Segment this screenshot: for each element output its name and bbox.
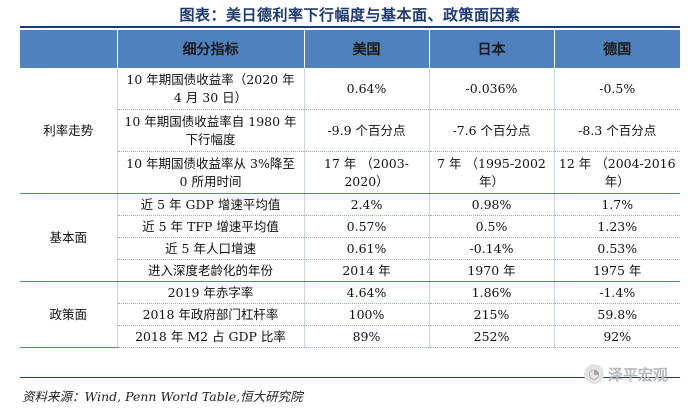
us-value: 2014 年 bbox=[304, 259, 430, 282]
table-row: 10 年期国债收益率自 1980 年下行幅度 -9.9 个百分点 -7.6 个百… bbox=[20, 109, 680, 152]
metric-cell: 10 年期国债收益率自 1980 年下行幅度 bbox=[117, 109, 305, 152]
header-metric: 细分指标 bbox=[117, 30, 305, 68]
source-note: 资料来源：Wind, Penn World Table,恒大研究院 bbox=[22, 389, 303, 404]
japan-value: -0.036% bbox=[429, 68, 555, 110]
section-rates: 利率走势 bbox=[20, 68, 118, 194]
germany-value: 12 年 （2004-2016 年） bbox=[554, 151, 680, 194]
header-us: 美国 bbox=[304, 30, 430, 68]
germany-value: -1.4% bbox=[554, 281, 680, 304]
header-germany: 德国 bbox=[554, 30, 680, 68]
us-value: 100% bbox=[304, 303, 430, 326]
metric-cell: 2018 年政府部门杠杆率 bbox=[117, 303, 305, 326]
table-row: 2018 年政府部门杠杆率 100% 215% 59.8% bbox=[20, 303, 680, 326]
us-value: 89% bbox=[304, 325, 430, 348]
footer-rule bbox=[20, 377, 680, 378]
germany-value: -8.3 个百分点 bbox=[554, 109, 680, 152]
header-row: 细分指标 美国 日本 德国 bbox=[20, 30, 680, 68]
metric-cell: 2018 年 M2 占 GDP 比率 bbox=[117, 325, 305, 348]
metric-cell: 近 5 年人口增速 bbox=[117, 237, 305, 260]
germany-value: 92% bbox=[554, 325, 680, 348]
germany-value: 1.7% bbox=[554, 193, 680, 216]
section-fundamentals: 基本面 bbox=[20, 193, 118, 282]
japan-value: 1.86% bbox=[429, 281, 555, 304]
us-value: 17 年 （2003-2020） bbox=[304, 151, 430, 194]
japan-value: 7 年 （1995-2002 年） bbox=[429, 151, 555, 194]
japan-value: 215% bbox=[429, 303, 555, 326]
table-row: 近 5 年人口增速 0.61% -0.14% 0.53% bbox=[20, 237, 680, 260]
us-value: -9.9 个百分点 bbox=[304, 109, 430, 152]
metric-cell: 2019 年赤字率 bbox=[117, 281, 305, 304]
table-row: 进入深度老龄化的年份 2014 年 1970 年 1975 年 bbox=[20, 259, 680, 282]
header-blank bbox=[20, 30, 118, 68]
germany-value: -0.5% bbox=[554, 68, 680, 110]
us-value: 2.4% bbox=[304, 193, 430, 216]
us-value: 0.61% bbox=[304, 237, 430, 260]
table-row: 基本面 近 5 年 GDP 增速平均值 2.4% 0.98% 1.7% bbox=[20, 193, 680, 282]
japan-value: 0.5% bbox=[429, 215, 555, 238]
japan-value: -7.6 个百分点 bbox=[429, 109, 555, 152]
watermark: ◔ 泽平宏观 bbox=[584, 361, 694, 387]
us-value: 4.64% bbox=[304, 281, 430, 304]
table-row: 近 5 年 TFP 增速平均值 0.57% 0.5% 1.23% bbox=[20, 215, 680, 238]
metric-cell: 近 5 年 GDP 增速平均值 bbox=[117, 193, 305, 216]
table-row: 10 年期国债收益率从 3%降至 0 所用时间 17 年 （2003-2020）… bbox=[20, 151, 680, 194]
header-japan: 日本 bbox=[429, 30, 555, 68]
metric-cell: 10 年期国债收益率（2020 年 4 月 30 日） bbox=[117, 68, 305, 110]
japan-value: 0.98% bbox=[429, 193, 555, 216]
us-value: 0.57% bbox=[304, 215, 430, 238]
germany-value: 1.23% bbox=[554, 215, 680, 238]
us-value: 0.64% bbox=[304, 68, 430, 110]
metric-cell: 10 年期国债收益率从 3%降至 0 所用时间 bbox=[117, 151, 305, 194]
germany-value: 59.8% bbox=[554, 303, 680, 326]
comparison-table: 细分指标 美国 日本 德国 利率走势 10 年期国债收益率（2020 年 4 月… bbox=[20, 30, 680, 348]
section-policy: 政策面 bbox=[20, 281, 118, 348]
metric-cell: 进入深度老龄化的年份 bbox=[117, 259, 305, 282]
wechat-icon: ◔ bbox=[584, 364, 604, 384]
figure-title: 图表：美日德利率下行幅度与基本面、政策面因素 bbox=[179, 6, 521, 24]
table-row: 政策面 2019 年赤字率 4.64% 1.86% -1.4% bbox=[20, 281, 680, 348]
germany-value: 1975 年 bbox=[554, 259, 680, 282]
japan-value: 252% bbox=[429, 325, 555, 348]
watermark-text: 泽平宏观 bbox=[608, 365, 669, 384]
metric-cell: 近 5 年 TFP 增速平均值 bbox=[117, 215, 305, 238]
germany-value: 0.53% bbox=[554, 237, 680, 260]
title-rule bbox=[20, 26, 680, 28]
japan-value: 1970 年 bbox=[429, 259, 555, 282]
table-row: 2018 年 M2 占 GDP 比率 89% 252% 92% bbox=[20, 325, 680, 348]
table-row: 利率走势 10 年期国债收益率（2020 年 4 月 30 日） 0.64% -… bbox=[20, 68, 680, 194]
japan-value: -0.14% bbox=[429, 237, 555, 260]
